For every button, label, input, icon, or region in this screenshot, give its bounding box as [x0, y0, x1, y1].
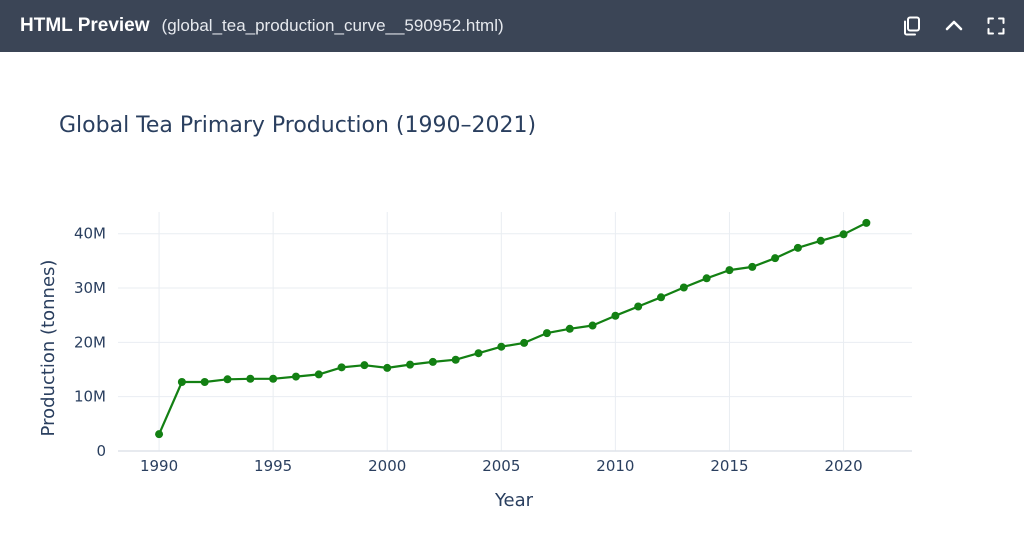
series-line: [158, 221, 867, 435]
grid: [118, 212, 912, 451]
data-point[interactable]: [497, 342, 506, 351]
data-point[interactable]: [406, 360, 415, 369]
data-point[interactable]: [565, 324, 574, 333]
x-tick-label: 2005: [482, 457, 520, 475]
data-point[interactable]: [428, 357, 437, 366]
title-bar: HTML Preview (global_tea_production_curv…: [0, 0, 1024, 52]
copy-icon: [904, 16, 920, 36]
data-point[interactable]: [383, 363, 392, 372]
data-point[interactable]: [634, 302, 643, 311]
data-point[interactable]: [679, 283, 688, 292]
x-tick-label: 2020: [824, 457, 862, 475]
data-point[interactable]: [542, 329, 551, 338]
x-tick-label: 2010: [596, 457, 634, 475]
fullscreen-button[interactable]: [986, 16, 1006, 36]
data-point[interactable]: [337, 363, 346, 372]
data-point[interactable]: [314, 370, 323, 379]
fullscreen-icon: [987, 17, 1005, 35]
y-tick-label: 0: [96, 442, 106, 460]
axes: 1990 1995 2000 2005 2010 2015 2020 0 10M 20M 30M 40…: [74, 225, 912, 475]
chevron-up-icon: [945, 20, 963, 31]
plot-area: [155, 218, 871, 439]
collapse-button[interactable]: [944, 16, 964, 36]
data-point[interactable]: [291, 372, 300, 381]
y-tick-label: 30M: [74, 279, 106, 297]
line-chart: 1990 1995 2000 2005 2010 2015 2020 0 10M 20M 30M 40…: [38, 113, 912, 511]
data-point[interactable]: [839, 230, 848, 239]
data-point[interactable]: [771, 254, 780, 263]
data-point[interactable]: [177, 378, 186, 387]
data-point[interactable]: [223, 375, 232, 384]
data-point[interactable]: [862, 218, 871, 227]
y-axis-title: Production (tonnes): [38, 260, 59, 437]
data-point[interactable]: [748, 262, 757, 271]
y-tick-label: 10M: [74, 388, 106, 406]
x-tick-label: 1990: [140, 457, 178, 475]
data-point[interactable]: [474, 349, 483, 358]
copy-button[interactable]: [902, 16, 922, 36]
data-point[interactable]: [269, 374, 278, 383]
x-tick-label: 1995: [254, 457, 292, 475]
data-point[interactable]: [155, 430, 164, 439]
x-tick-label: 2015: [710, 457, 748, 475]
data-point[interactable]: [360, 361, 369, 370]
preview-content: 1990 1995 2000 2005 2010 2015 2020 0 10M 20M 30M 40…: [0, 52, 1024, 547]
data-point[interactable]: [200, 378, 209, 387]
y-tick-label: 20M: [74, 333, 106, 351]
data-point[interactable]: [246, 374, 255, 383]
data-point[interactable]: [520, 338, 529, 347]
data-point[interactable]: [725, 266, 734, 275]
data-point[interactable]: [657, 293, 666, 302]
chart-title: Global Tea Primary Production (1990–2021…: [59, 113, 536, 138]
data-point[interactable]: [702, 274, 711, 283]
y-tick-label: 40M: [74, 225, 106, 243]
data-point[interactable]: [451, 355, 460, 364]
title-bar-actions: [902, 0, 1006, 52]
data-point[interactable]: [793, 243, 802, 252]
file-name: (global_tea_production_curve__590952.htm…: [161, 16, 504, 35]
data-point[interactable]: [588, 321, 597, 330]
x-axis-title: Year: [494, 490, 534, 511]
data-point[interactable]: [816, 236, 825, 245]
app-title: HTML Preview: [20, 15, 150, 36]
x-tick-label: 2000: [368, 457, 406, 475]
data-point[interactable]: [611, 311, 620, 320]
